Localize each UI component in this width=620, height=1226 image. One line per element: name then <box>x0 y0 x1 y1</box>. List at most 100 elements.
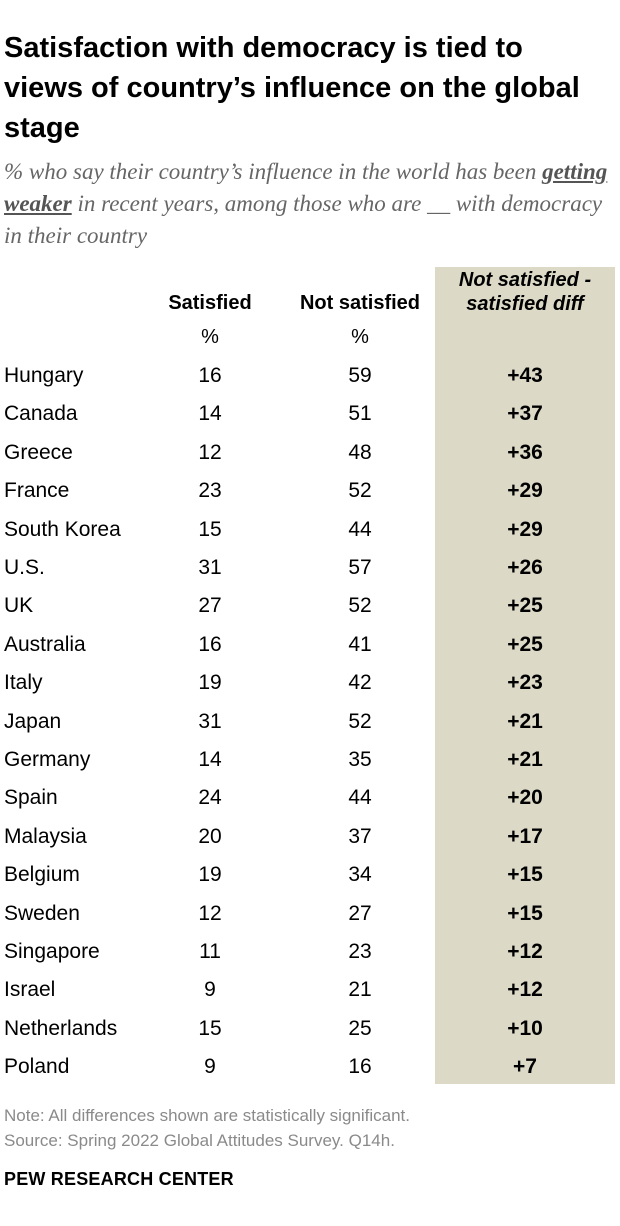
table-row: Greece 12 48 +36 <box>0 441 620 479</box>
diff-value: +21 <box>507 748 543 771</box>
satisfied-value: 9 <box>204 1055 216 1079</box>
diff-value: +29 <box>507 517 543 541</box>
country-label: Singapore <box>4 940 100 963</box>
subtitle-part-1: % who say their country’s influence in t… <box>4 159 543 184</box>
satisfied-value: 23 <box>198 479 222 503</box>
table-row: Spain 24 44 +20 <box>0 786 620 824</box>
header-not-satisfied: Not satisfied <box>299 292 421 314</box>
not-satisfied-value: 57 <box>348 556 372 579</box>
table-row: South Korea 15 44 +29 <box>0 518 620 556</box>
satisfied-value: 16 <box>198 632 222 656</box>
country-label: Greece <box>4 440 73 464</box>
table-row: Netherlands 15 25 +10 <box>0 1017 620 1055</box>
not-satisfied-value: 51 <box>348 402 372 426</box>
unit-not-satisfied: % <box>351 326 369 348</box>
country-label: Netherlands <box>4 1016 118 1040</box>
not-satisfied-value: 52 <box>348 479 372 503</box>
satisfied-value: 20 <box>198 824 222 848</box>
satisfied-value: 14 <box>198 748 222 771</box>
table-row: Poland 9 16 +7 <box>0 1055 620 1093</box>
not-satisfied-value: 59 <box>348 364 372 387</box>
satisfied-value: 24 <box>198 786 222 810</box>
subtitle-emphasis: getting weaker <box>4 159 608 216</box>
chart-title: Satisfaction with democracy is tied to v… <box>4 32 580 144</box>
country-label: South Korea <box>4 517 121 541</box>
satisfied-value: 27 <box>198 594 222 618</box>
header-satisfied: Satisfied <box>168 292 252 314</box>
not-satisfied-value: 44 <box>348 786 372 810</box>
country-label: Belgium <box>4 863 80 887</box>
table-row: Hungary 16 59 +43 <box>0 364 620 402</box>
not-satisfied-value: 52 <box>348 594 372 618</box>
diff-value: +20 <box>507 786 543 810</box>
diff-value: +29 <box>507 479 543 503</box>
satisfied-value: 15 <box>198 1016 222 1040</box>
satisfied-value: 14 <box>198 402 222 426</box>
table-row: Canada 14 51 +37 <box>0 402 620 440</box>
satisfied-value: 31 <box>198 556 222 579</box>
country-label: Germany <box>4 748 91 771</box>
country-label: U.S. <box>4 556 45 579</box>
diff-value: +25 <box>507 594 543 618</box>
not-satisfied-value: 41 <box>348 632 372 656</box>
country-label: Poland <box>4 1055 70 1079</box>
country-label: UK <box>4 594 34 618</box>
satisfied-value: 19 <box>198 671 222 695</box>
not-satisfied-value: 16 <box>348 1055 372 1079</box>
not-satisfied-value: 37 <box>348 824 372 848</box>
country-label: Italy <box>4 671 43 695</box>
satisfied-value: 15 <box>198 517 222 541</box>
source-text: Source: Spring 2022 Global Attitudes Sur… <box>4 1131 395 1150</box>
not-satisfied-value: 42 <box>348 671 372 695</box>
country-label: Sweden <box>4 901 80 925</box>
table-row: UK 27 52 +25 <box>0 594 620 632</box>
diff-value: +43 <box>507 364 543 387</box>
satisfied-value: 31 <box>198 709 222 733</box>
diff-value: +10 <box>507 1016 543 1040</box>
diff-value: +21 <box>507 709 543 733</box>
diff-value: +7 <box>513 1055 537 1079</box>
table-row: Malaysia 20 37 +17 <box>0 825 620 863</box>
satisfied-value: 9 <box>204 978 216 1002</box>
chart-subtitle: % who say their country’s influence in t… <box>4 156 616 252</box>
table-row: Israel 9 21 +12 <box>0 978 620 1016</box>
table-row: Australia 16 41 +25 <box>0 633 620 671</box>
diff-value: +36 <box>507 440 543 464</box>
not-satisfied-value: 52 <box>348 709 372 733</box>
subtitle-part-2: in recent years, among those who are __ … <box>4 191 603 248</box>
table-row: Japan 31 52 +21 <box>0 710 620 748</box>
table-row: Sweden 12 27 +15 <box>0 902 620 940</box>
unit-satisfied: % <box>201 326 219 348</box>
diff-value: +25 <box>507 632 543 656</box>
diff-value: +15 <box>507 863 543 887</box>
diff-value: +37 <box>507 402 543 426</box>
footnotes: Note: All differences shown are statisti… <box>4 1103 410 1153</box>
country-label: Israel <box>4 978 56 1002</box>
satisfied-value: 19 <box>198 863 222 887</box>
note-text: Note: All differences shown are statisti… <box>4 1106 410 1125</box>
country-label: Spain <box>4 786 58 810</box>
country-label: Japan <box>4 709 62 733</box>
table-row: Belgium 19 34 +15 <box>0 863 620 901</box>
satisfied-value: 12 <box>198 901 222 925</box>
not-satisfied-value: 23 <box>348 940 372 963</box>
brand-logo-text: PEW RESEARCH CENTER <box>4 1169 234 1189</box>
satisfied-value: 11 <box>199 940 221 963</box>
table-row: U.S. 31 57 +26 <box>0 556 620 594</box>
not-satisfied-value: 27 <box>348 901 372 925</box>
not-satisfied-value: 25 <box>348 1016 372 1040</box>
not-satisfied-value: 35 <box>348 748 372 771</box>
table-row: Italy 19 42 +23 <box>0 671 620 709</box>
diff-value: +15 <box>507 901 543 925</box>
not-satisfied-value: 21 <box>348 978 372 1002</box>
not-satisfied-value: 44 <box>348 517 372 541</box>
country-label: Hungary <box>4 364 84 387</box>
country-label: France <box>4 479 70 503</box>
diff-value: +23 <box>507 671 543 695</box>
satisfied-value: 16 <box>198 364 222 387</box>
header-diff: Not satisfied - satisfied diff <box>458 269 592 315</box>
country-label: Malaysia <box>4 824 87 848</box>
table-row: Singapore 11 23 +12 <box>0 940 620 978</box>
satisfied-value: 12 <box>198 440 222 464</box>
diff-value: +12 <box>507 978 543 1002</box>
